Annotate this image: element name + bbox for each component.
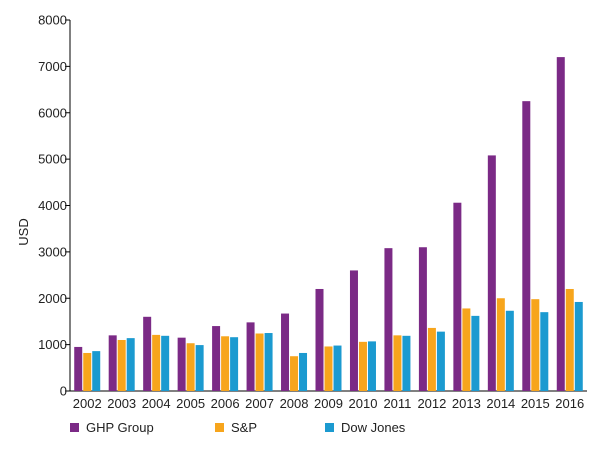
y-tick-label: 7000 [38, 59, 67, 74]
bar-ghp-group-2004 [143, 316, 152, 391]
bar-dow-jones-2010 [367, 341, 376, 391]
y-tick-label: 4000 [38, 198, 67, 213]
legend-swatch-ghp-group [70, 423, 79, 432]
bar-dow-jones-2003 [126, 338, 135, 391]
x-tick-label: 2011 [383, 396, 411, 411]
bar-s-p-2015 [531, 299, 540, 391]
y-axis-label: USD [16, 218, 31, 245]
bar-s-p-2006 [221, 336, 230, 391]
x-tick-label: 2009 [314, 396, 343, 411]
bar-dow-jones-2009 [333, 345, 342, 391]
legend-swatch-dow-jones [325, 423, 334, 432]
bar-s-p-2005 [186, 343, 195, 391]
bar-dow-jones-2012 [436, 331, 445, 391]
bar-ghp-group-2003 [108, 335, 117, 391]
legend-swatch-s-p [215, 423, 224, 432]
bar-s-p-2010 [358, 341, 367, 391]
bar-ghp-group-2013 [453, 202, 462, 391]
bar-dow-jones-2015 [540, 312, 549, 391]
axes: 0 1000 2000 3000 4000 5000 6000 7000 8000 2002 200… [38, 13, 587, 411]
legend-label-ghp-group: GHP Group [86, 420, 154, 435]
bar-s-p-2011 [393, 335, 402, 391]
bar-ghp-group-2014 [487, 155, 496, 391]
bar-ghp-group-2009 [315, 288, 324, 391]
bar-dow-jones-2005 [195, 345, 204, 391]
bar-ghp-group-2002 [74, 346, 83, 391]
legend: GHP Group S&P Dow Jones [70, 420, 406, 435]
x-tick-label: 2004 [142, 396, 171, 411]
bar-dow-jones-2002 [92, 351, 101, 391]
bar-dow-jones-2013 [471, 315, 480, 391]
x-tick-label: 2005 [176, 396, 205, 411]
bar-dow-jones-2014 [505, 310, 514, 391]
y-axis-label-group: USD [16, 218, 31, 245]
legend-label-dow-jones: Dow Jones [341, 420, 406, 435]
bar-s-p-2004 [152, 334, 161, 391]
bars [74, 57, 583, 391]
bar-ghp-group-2012 [418, 247, 427, 391]
y-tick-label: 0 [60, 384, 67, 399]
y-tick-label: 1000 [38, 337, 67, 352]
y-tick-label: 5000 [38, 152, 67, 167]
bar-ghp-group-2006 [212, 326, 221, 391]
bar-ghp-group-2016 [556, 57, 565, 391]
bar-ghp-group-2008 [281, 313, 290, 391]
bar-ghp-group-2010 [349, 270, 358, 391]
bar-s-p-2016 [565, 288, 574, 391]
y-tick-label: 3000 [38, 244, 67, 259]
x-tick-label: 2010 [349, 396, 378, 411]
x-tick-label: 2012 [417, 396, 446, 411]
x-tick-label: 2002 [73, 396, 102, 411]
x-tick-label: 2016 [555, 396, 584, 411]
bar-s-p-2012 [427, 327, 436, 391]
bar-s-p-2008 [290, 356, 299, 391]
y-tick-label: 2000 [38, 291, 67, 306]
bar-ghp-group-2005 [177, 337, 186, 391]
x-tick-label: 2008 [280, 396, 309, 411]
bar-ghp-group-2015 [522, 101, 531, 391]
y-tick-label: 6000 [38, 105, 67, 120]
x-tick-label: 2006 [211, 396, 240, 411]
x-tick-label: 2007 [245, 396, 274, 411]
bar-ghp-group-2007 [246, 322, 255, 391]
bar-s-p-2013 [462, 308, 471, 391]
bar-s-p-2014 [496, 298, 505, 391]
bar-s-p-2007 [255, 333, 264, 391]
bar-dow-jones-2006 [230, 337, 239, 391]
bar-s-p-2003 [117, 339, 126, 391]
bar-dow-jones-2008 [299, 352, 308, 391]
bar-dow-jones-2004 [161, 335, 170, 391]
x-tick-label: 2014 [486, 396, 515, 411]
bar-dow-jones-2007 [264, 333, 273, 391]
bar-dow-jones-2016 [574, 301, 583, 391]
x-tick-label: 2013 [452, 396, 481, 411]
bar-dow-jones-2011 [402, 335, 411, 391]
x-tick-label: 2003 [107, 396, 136, 411]
y-tick-label: 8000 [38, 13, 67, 28]
x-tick-label: 2015 [521, 396, 550, 411]
legend-label-s-p: S&P [231, 420, 257, 435]
bar-s-p-2009 [324, 346, 333, 391]
bar-ghp-group-2011 [384, 248, 393, 391]
bar-s-p-2002 [83, 352, 92, 391]
